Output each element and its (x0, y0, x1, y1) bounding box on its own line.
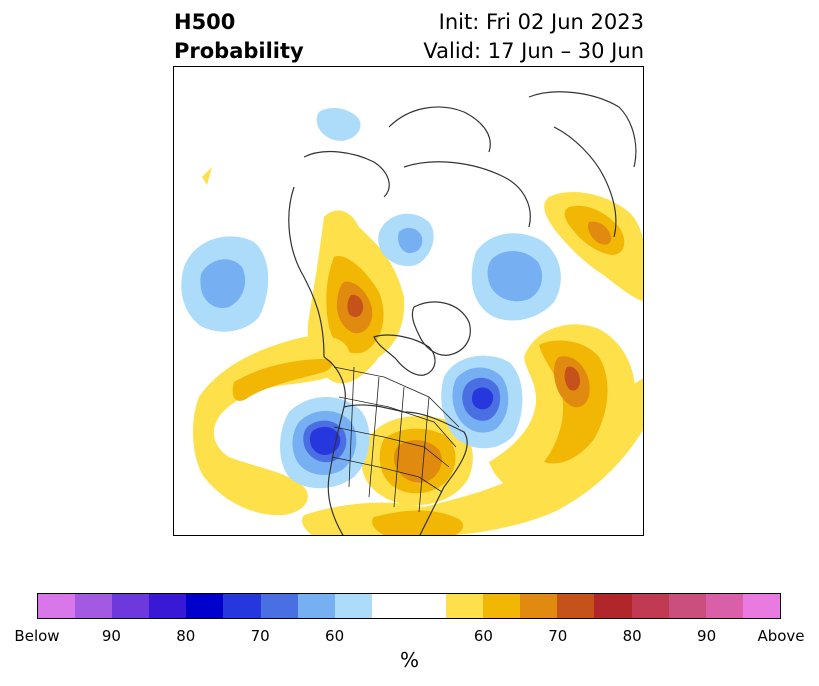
colorbar-tick-label: 60 (325, 627, 345, 645)
colorbar-ticks: Below 90 80 70 60 60 70 80 90 Above (0, 627, 819, 647)
below-anomaly-siberia (471, 233, 561, 321)
title-line-2: Probability (174, 39, 304, 63)
colorbar-segment (260, 594, 298, 618)
colorbar-tick-label: 60 (473, 627, 493, 645)
colorbar (37, 593, 781, 619)
colorbar-segment (483, 594, 521, 618)
colorbar-segment (557, 594, 595, 618)
colorbar-segment (149, 594, 187, 618)
colorbar-segment (112, 594, 150, 618)
title-line-1: H500 (174, 10, 236, 34)
us-regions-grid (331, 366, 460, 513)
coastlines (288, 91, 637, 535)
chart-title: H500 Probability (174, 8, 304, 66)
colorbar-unit-label: % (399, 648, 419, 672)
below-anomaly-north-pacific (181, 236, 269, 332)
colorbar-segment (75, 594, 113, 618)
colorbar-tick-label: Below (14, 627, 60, 645)
colorbar-segment (446, 594, 484, 618)
above-anomaly-siberia (544, 192, 643, 302)
colorbar-segment (297, 594, 335, 618)
map-svg (174, 67, 643, 535)
below-anomaly-labrador (441, 355, 523, 449)
colorbar-segment (668, 594, 706, 618)
colorbar-segment (334, 594, 372, 618)
valid-period: Valid: 17 Jun – 30 Jun (423, 39, 644, 63)
colorbar-tick-label: 70 (250, 627, 270, 645)
init-date: Init: Fri 02 Jun 2023 (438, 10, 644, 34)
below-anomaly-california (280, 397, 370, 489)
colorbar-segment (631, 594, 669, 618)
colorbar-segment (705, 594, 743, 618)
colorbar-tick-label: Above (757, 627, 805, 645)
colorbar-tick-label: 90 (101, 627, 121, 645)
colorbar-tick-label: 80 (176, 627, 196, 645)
colorbar-segment (520, 594, 558, 618)
below-anomaly-central-asia (316, 107, 361, 141)
colorbar-segment (742, 594, 780, 618)
colorbar-tick-label: 80 (622, 627, 642, 645)
colorbar-segment (186, 594, 224, 618)
probability-map (173, 66, 644, 536)
above-anomaly-small (202, 167, 212, 185)
colorbar-tick-label: 70 (548, 627, 568, 645)
colorbar-tick-label: 90 (697, 627, 717, 645)
colorbar-segment (371, 594, 447, 618)
forecast-dates: Init: Fri 02 Jun 2023 Valid: 17 Jun – 30… (423, 8, 644, 66)
colorbar-segment (594, 594, 632, 618)
colorbar-segment (223, 594, 261, 618)
above-anomaly-north-atlantic (489, 324, 635, 499)
above-anomaly-pacific-arc (192, 335, 350, 516)
colorbar-segment (38, 594, 76, 618)
below-anomaly-kara-core (398, 227, 423, 254)
